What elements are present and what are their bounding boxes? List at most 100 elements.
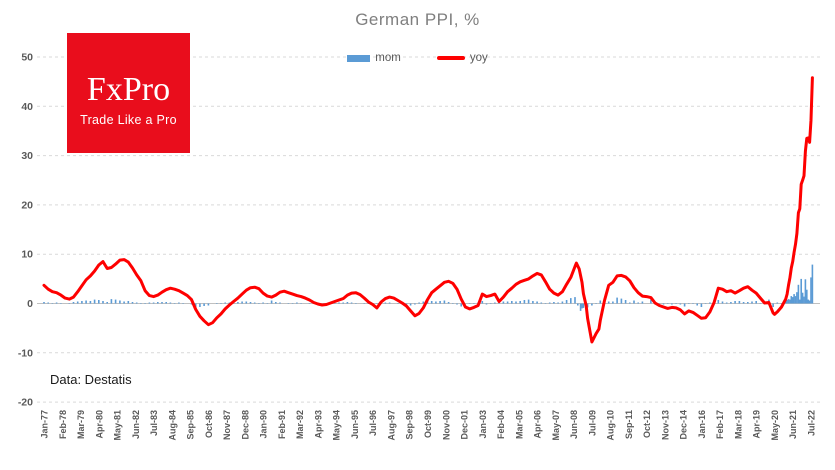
mom-bar — [439, 301, 441, 304]
mom-bar — [473, 303, 475, 304]
chart-title: German PPI, % — [355, 10, 480, 29]
mom-bar — [811, 264, 814, 304]
x-tick-label: Oct-86 — [204, 410, 214, 438]
mom-bar — [384, 302, 387, 304]
mom-bar — [350, 302, 353, 304]
mom-bar — [241, 301, 243, 304]
mom-bar — [709, 302, 711, 304]
x-tick-label: Nov-00 — [441, 410, 451, 440]
mom-bar — [178, 302, 180, 304]
mom-bar — [414, 303, 416, 305]
mom-bar-swatch-icon — [347, 54, 371, 62]
mom-bar — [548, 302, 551, 304]
x-tick-label: Sep-11 — [624, 410, 634, 439]
mom-bar — [787, 299, 790, 304]
mom-bar — [279, 302, 281, 304]
mom-bar — [565, 300, 568, 304]
mom-bar — [747, 302, 749, 304]
mom-bar — [173, 303, 176, 304]
mom-bar — [688, 303, 690, 304]
mom-bar — [165, 302, 167, 304]
mom-bar — [789, 299, 791, 304]
mom-bar — [199, 303, 201, 307]
mom-bar — [717, 300, 720, 304]
x-tick-label: Oct-99 — [423, 410, 433, 438]
y-tick-label: 20 — [21, 199, 33, 211]
mom-bar — [72, 302, 75, 304]
x-tick-label: Mar-92 — [295, 410, 305, 439]
mom-bar — [498, 302, 500, 304]
mom-bar — [679, 303, 682, 305]
mom-bar — [582, 303, 585, 308]
legend-item-mom: mom — [347, 52, 401, 64]
mom-bar — [721, 301, 724, 304]
mom-bar — [249, 302, 252, 304]
mom-bar — [110, 299, 113, 304]
mom-bar — [258, 303, 260, 304]
mom-bar — [581, 303, 583, 309]
mom-bar — [89, 301, 92, 304]
mom-bar — [190, 303, 193, 305]
mom-bar — [794, 296, 797, 304]
mom-bar — [334, 303, 336, 304]
mom-bar — [671, 303, 673, 305]
mom-bar — [216, 303, 218, 304]
mom-bar — [47, 302, 49, 304]
x-tick-label: Jul-83 — [149, 410, 159, 436]
x-tick-label: Dec-88 — [240, 410, 250, 440]
mom-bar — [725, 302, 728, 304]
mom-bar — [577, 303, 579, 306]
mom-bar — [506, 301, 509, 304]
x-tick-label: May-94 — [332, 410, 342, 441]
mom-bar — [793, 294, 795, 304]
y-tick-label: 50 — [21, 52, 33, 64]
x-tick-label: May-07 — [551, 410, 561, 441]
x-tick-label: Jul-22 — [806, 410, 816, 436]
mom-bar — [51, 303, 54, 304]
mom-bar — [418, 302, 420, 304]
mom-bar — [262, 302, 264, 304]
mom-bar — [599, 300, 602, 304]
mom-bar — [810, 277, 812, 304]
mom-bar — [494, 302, 496, 304]
mom-bar — [127, 301, 130, 304]
mom-bar — [523, 300, 526, 304]
mom-bar — [700, 303, 703, 307]
mom-bar — [296, 302, 298, 304]
mom-bar — [797, 284, 800, 304]
x-tick-label: Jan-03 — [478, 410, 488, 439]
mom-bar — [435, 301, 437, 304]
x-tick-label: Jun-21 — [788, 410, 798, 439]
x-tick-label: Jul-09 — [587, 410, 597, 436]
mom-bar — [799, 299, 801, 304]
x-tick-label: Dec-01 — [460, 410, 470, 440]
y-tick-label: 40 — [21, 101, 33, 113]
x-tick-label: Mar-05 — [514, 410, 524, 439]
mom-bar — [43, 302, 45, 304]
mom-bar — [388, 302, 391, 304]
mom-bar — [409, 303, 412, 306]
fxpro-logo: FxPro Trade Like a Pro — [67, 33, 190, 153]
mom-bar — [76, 301, 79, 304]
mom-bar — [220, 303, 222, 304]
mom-bar — [363, 303, 366, 304]
mom-bar — [460, 303, 462, 307]
x-tick-label: May-81 — [113, 410, 123, 441]
x-tick-label: Aug-10 — [606, 410, 616, 441]
mom-bar — [452, 303, 454, 304]
chart-legend: mom yoy — [0, 50, 835, 66]
mom-bar — [169, 302, 172, 304]
mom-bar — [624, 300, 627, 304]
y-tick-label: 0 — [27, 298, 33, 310]
mom-bar — [804, 279, 807, 304]
x-tick-label: Sep-98 — [405, 410, 415, 440]
x-tick-label: Nov-13 — [660, 410, 670, 440]
mom-bar — [502, 301, 505, 304]
mom-bar — [148, 302, 151, 304]
mom-bar — [620, 298, 623, 304]
mom-bar — [730, 302, 732, 304]
mom-bar — [397, 303, 399, 304]
mom-bar — [152, 302, 155, 304]
mom-bar — [182, 303, 184, 304]
